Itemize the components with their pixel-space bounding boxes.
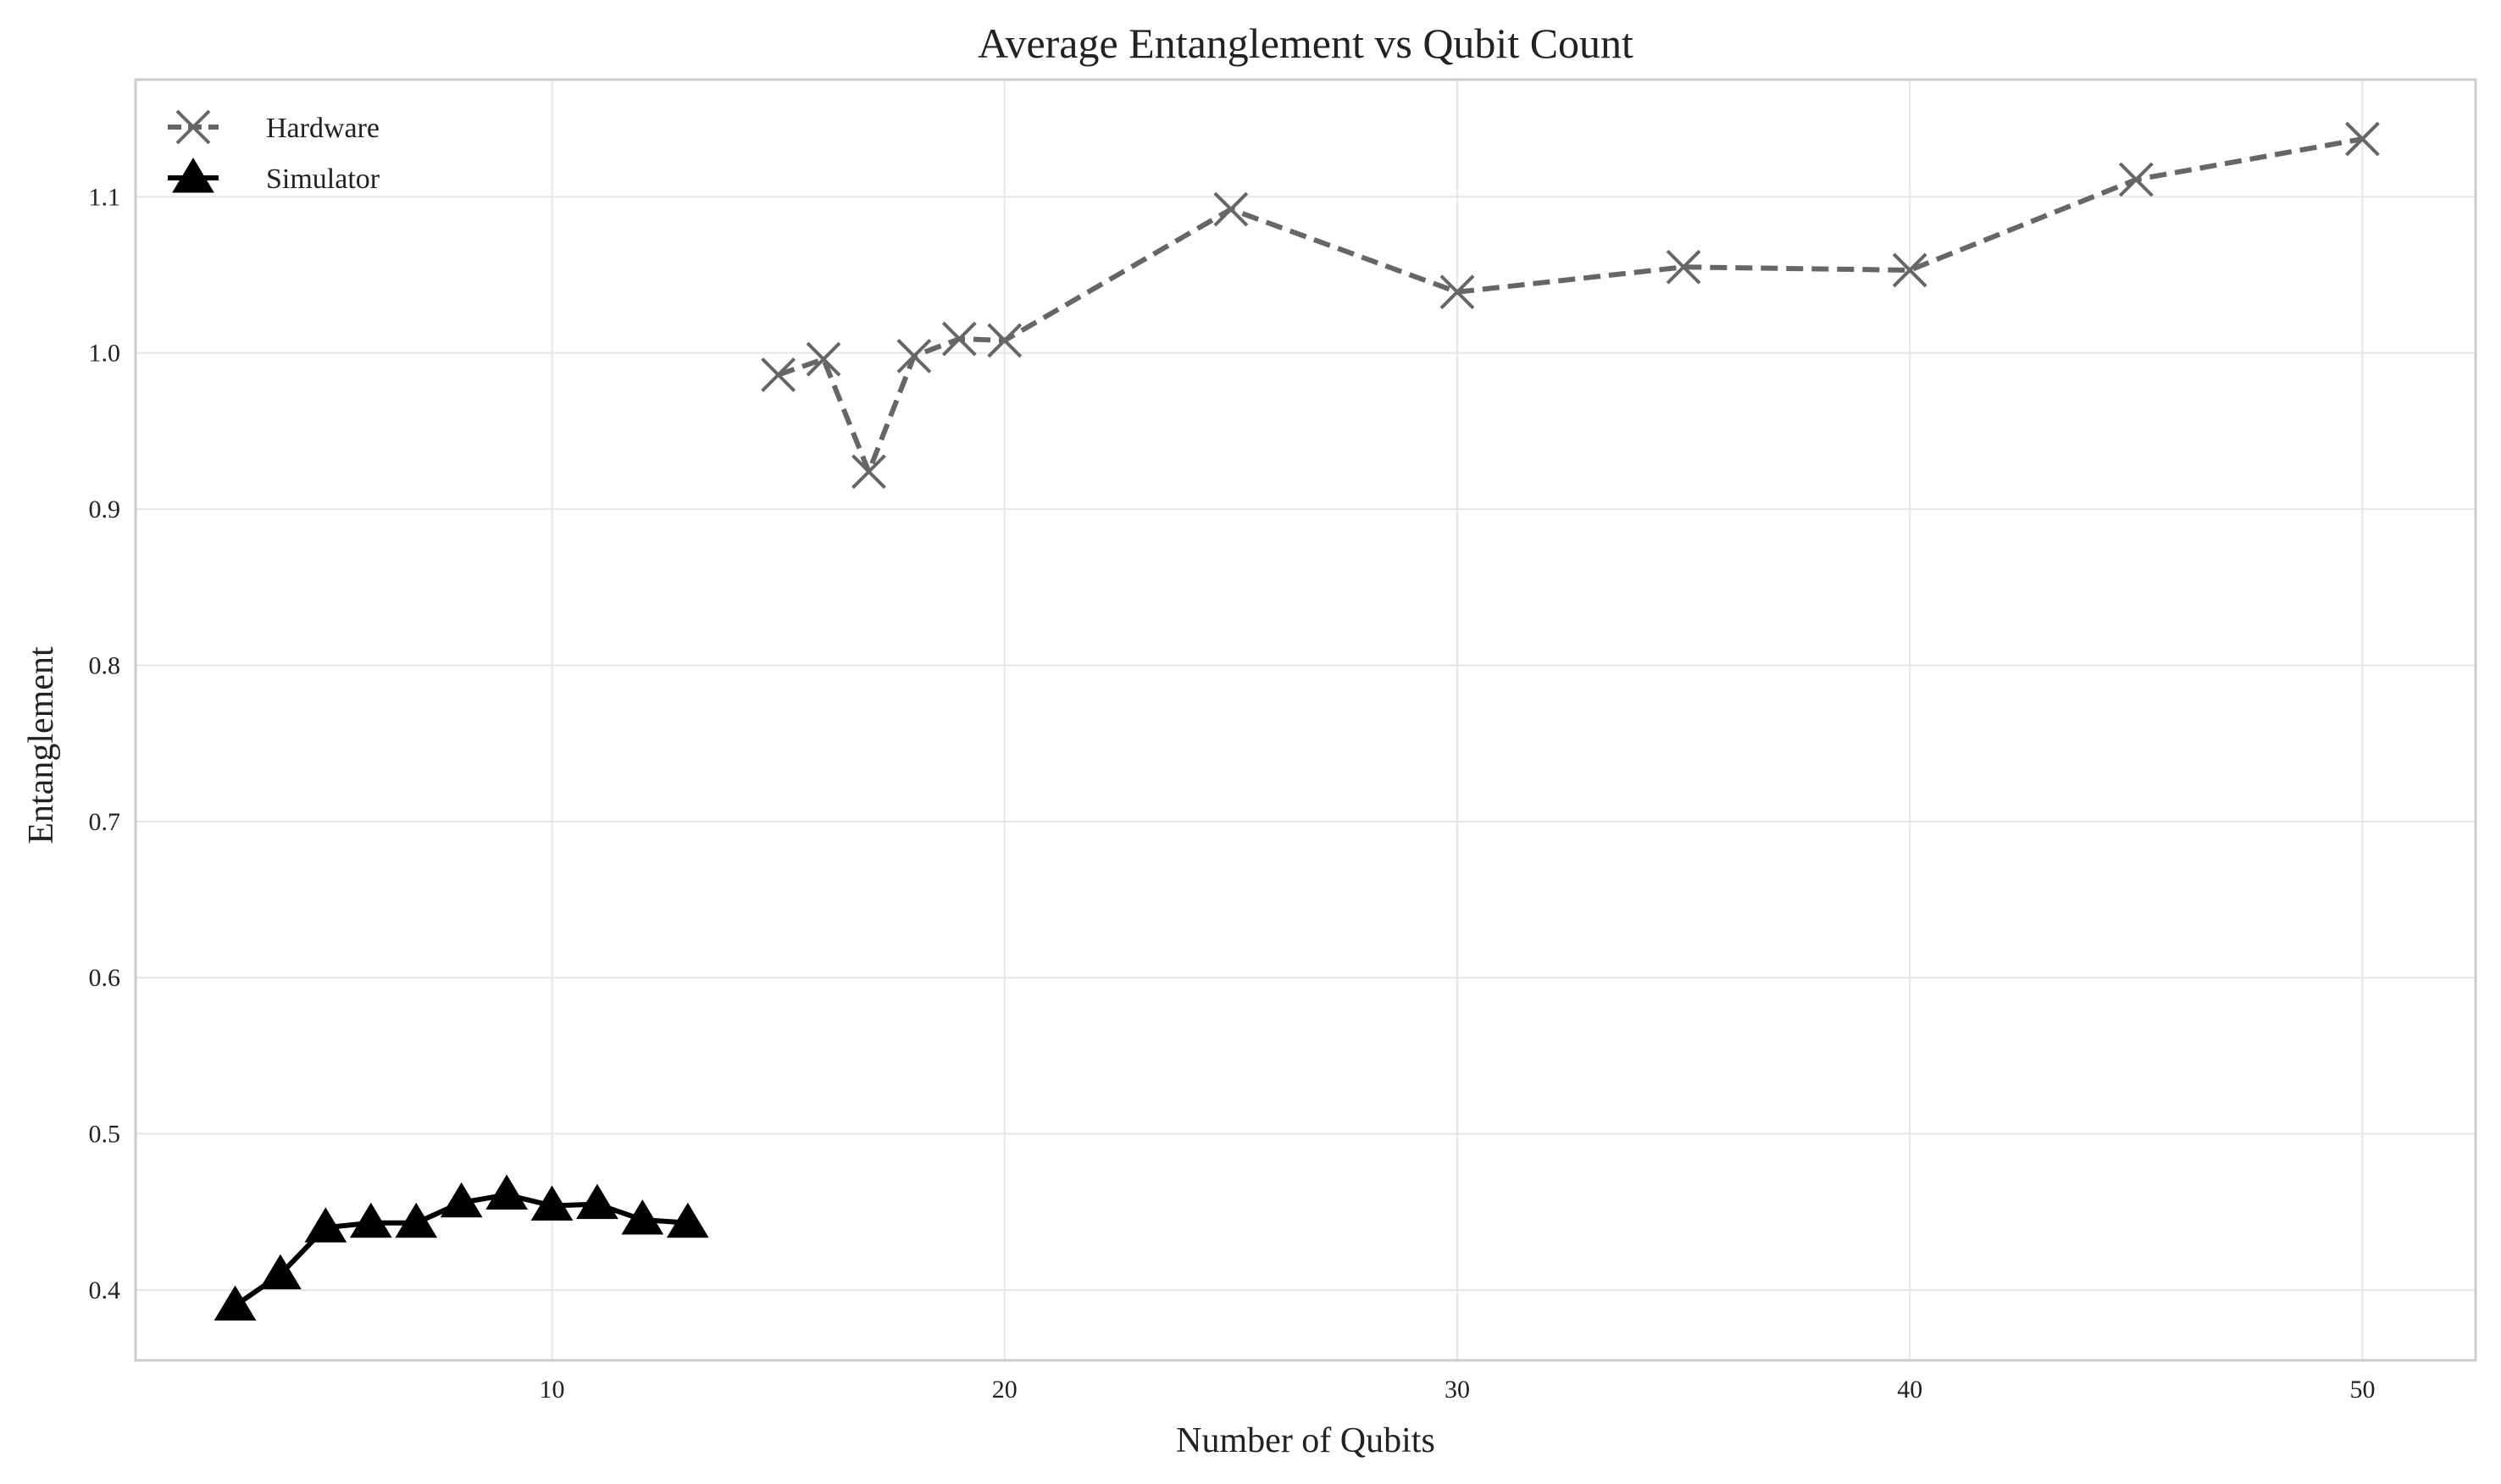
y-tick-label: 1.0 — [89, 340, 121, 368]
simulator-point — [259, 1254, 302, 1290]
tick-labels: 10 20 30 40 50 0.4 0.5 0.6 0.7 0.8 0.9 1.0 1.1 — [89, 183, 2376, 1404]
hardware-marker-stroke — [2345, 121, 2380, 157]
simulator-point — [214, 1285, 257, 1321]
hardware-point — [1439, 274, 1475, 310]
x-tick-label: 40 — [1897, 1376, 1922, 1404]
x-tick-label: 50 — [2349, 1376, 2375, 1404]
legend-item-hardware: Hardware — [168, 109, 380, 145]
chart-title: Average Entanglement vs Qubit Count — [978, 19, 1633, 67]
simulator-series — [214, 1174, 709, 1321]
legend-label: Hardware — [266, 113, 380, 144]
hardware-point — [761, 357, 796, 392]
legend-label: Simulator — [266, 163, 380, 195]
x-axis-title: Number of Qubits — [1176, 1421, 1435, 1460]
simulator-point — [395, 1202, 438, 1238]
hardware-point — [851, 454, 886, 490]
hardware-marker-stroke — [941, 321, 977, 357]
x-tick-label: 30 — [1445, 1376, 1470, 1404]
hardware-series — [761, 121, 2380, 490]
legend-swatch-marker — [175, 109, 211, 145]
y-tick-label: 0.9 — [89, 496, 121, 523]
plot-frame — [134, 78, 2477, 1362]
hardware-point — [2345, 121, 2380, 157]
hardware-point — [987, 323, 1023, 358]
hardware-marker-stroke — [987, 323, 1023, 358]
x-tick-label: 10 — [539, 1376, 564, 1404]
series-layer — [214, 121, 2380, 1321]
y-tick-label: 0.7 — [89, 808, 121, 836]
y-tick-label: 0.5 — [89, 1121, 121, 1149]
simulator-point — [485, 1174, 528, 1210]
y-tick-label: 1.1 — [89, 183, 121, 211]
simulator-point — [530, 1185, 574, 1221]
hardware-marker-stroke — [851, 454, 886, 490]
simulator-point — [621, 1199, 664, 1235]
hardware-marker-stroke — [1892, 252, 1927, 288]
simulator-point — [349, 1202, 392, 1238]
y-tick-label: 0.6 — [89, 964, 121, 992]
hardware-point — [1892, 252, 1927, 288]
hardware-point — [896, 338, 932, 374]
hardware-marker-stroke — [2118, 162, 2154, 197]
simulator-point — [304, 1207, 347, 1243]
simulator-point — [576, 1183, 618, 1220]
hardware-point — [806, 341, 841, 377]
simulator-point — [666, 1202, 709, 1238]
hardware-point — [2118, 162, 2154, 197]
hardware-point — [1666, 249, 1701, 285]
hardware-marker-stroke — [1439, 274, 1475, 310]
hardware-marker-stroke — [1666, 249, 1701, 285]
hardware-point — [941, 321, 977, 357]
y-axis-title: Entanglement — [22, 646, 61, 844]
hardware-marker-stroke — [175, 109, 211, 145]
hardware-marker-stroke — [806, 341, 841, 377]
grid — [136, 80, 2476, 1360]
legend: Hardware Simulator — [168, 109, 380, 195]
hardware-line — [777, 136, 2363, 474]
hardware-marker-stroke — [1213, 191, 1249, 227]
hardware-marker-stroke — [896, 338, 932, 374]
x-tick-label: 20 — [992, 1376, 1018, 1404]
hardware-marker-stroke — [761, 357, 796, 392]
y-tick-label: 0.4 — [89, 1276, 121, 1304]
simulator-point — [440, 1182, 483, 1218]
legend-swatch-marker — [172, 158, 214, 193]
legend-item-simulator: Simulator — [168, 158, 380, 195]
hardware-point — [1213, 191, 1249, 227]
y-tick-label: 0.8 — [89, 651, 121, 679]
